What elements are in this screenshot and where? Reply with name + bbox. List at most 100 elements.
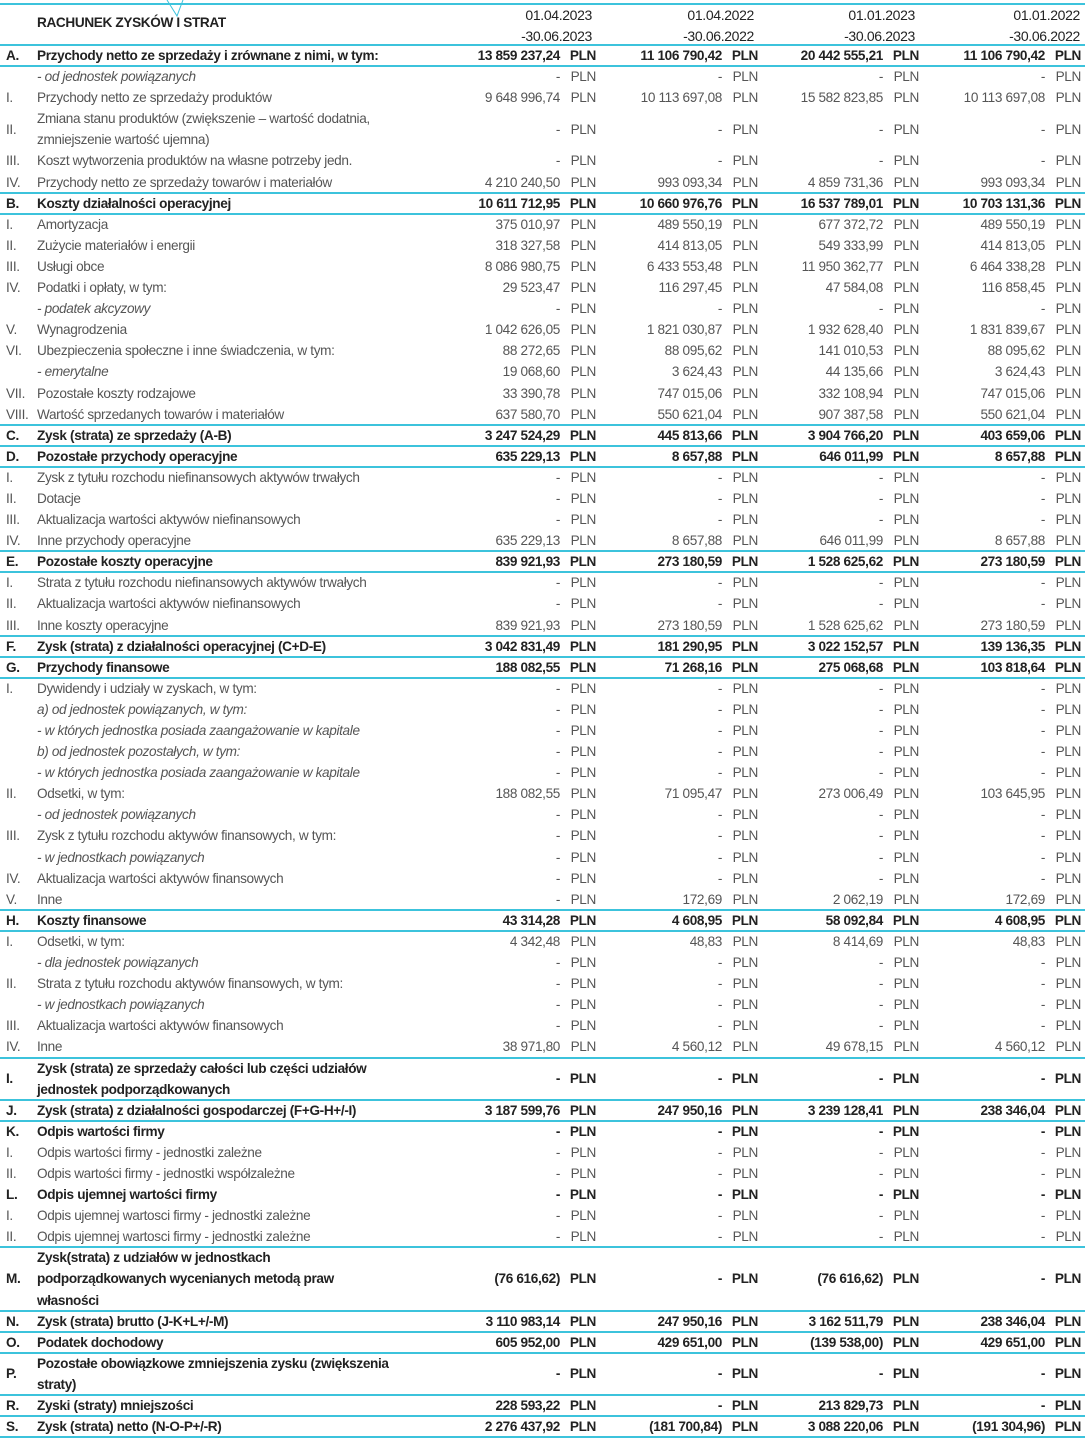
value-cell: 29 523,47 PLN (440, 277, 597, 298)
amount: - (1040, 828, 1046, 844)
value-cell: - PLN (440, 572, 597, 593)
value-cell: - PLN (758, 1068, 920, 1089)
amount: (139 538,00) (810, 1334, 883, 1350)
row-marker: O. (6, 1334, 20, 1350)
currency: PLN (732, 343, 759, 359)
currency: PLN (731, 1071, 758, 1087)
currency: PLN (569, 1071, 596, 1087)
amount: - (1040, 976, 1046, 992)
row-marker: R. (6, 1398, 19, 1414)
currency: PLN (893, 807, 920, 823)
value-cell: - PLN (440, 762, 597, 783)
value-cell: 48,83 PLN (596, 931, 759, 952)
value-cell: 4 608,95 PLN (919, 910, 1081, 931)
value-cell: 247 950,16 PLN (596, 1311, 758, 1332)
currency: PLN (1055, 216, 1082, 232)
amount: (181 700,84) (649, 1419, 722, 1435)
currency: PLN (570, 174, 597, 190)
amount: - (555, 1123, 561, 1139)
row-marker: V. (6, 322, 17, 338)
table-row: II. Dotacje - PLN - PLN - PLN - PLN (0, 488, 1085, 509)
currency: PLN (732, 533, 759, 549)
currency: PLN (732, 322, 759, 338)
value-cell: 43 314,28 PLN (440, 910, 597, 931)
currency: PLN (732, 617, 759, 633)
amount: 8 657,88 (671, 533, 722, 549)
currency: PLN (569, 638, 596, 654)
currency: PLN (570, 575, 597, 591)
row-label: Strata z tytułu rozchodu niefinansowych … (37, 575, 367, 591)
currency: PLN (569, 1398, 596, 1414)
row-label: Odpis wartości firmy - jednostki zależne (37, 1144, 262, 1160)
column-end-date: -30.06.2023 (844, 28, 915, 44)
value-cell: - PLN (440, 509, 597, 530)
currency: PLN (893, 364, 920, 380)
amount: 181 290,95 (657, 638, 722, 654)
currency: PLN (893, 680, 920, 696)
table-row: - od jednostek powiązanych - PLN - PLN - PLN - P… (0, 66, 1085, 87)
row-label: Pozostałe obowiązkowe zmniejszenia zysku… (37, 1355, 389, 1392)
row-label: Ubezpieczenia społeczne i inne świadczen… (37, 343, 335, 359)
currency: PLN (893, 596, 920, 612)
currency: PLN (1055, 121, 1082, 137)
currency: PLN (1055, 870, 1082, 886)
value-cell: 116 297,45 PLN (596, 277, 758, 298)
table-row: II. Zmiana stanu produktów (zwiększenie –… (0, 108, 1085, 150)
column-header-3: 01.01.2023 -30.06.2023 (758, 5, 915, 47)
value-cell: 103 645,95 PLN (919, 783, 1081, 804)
currency: PLN (1055, 933, 1082, 949)
currency: PLN (893, 533, 920, 549)
currency: PLN (1055, 512, 1082, 528)
currency: PLN (893, 849, 920, 865)
row-marker: I. (6, 90, 13, 106)
currency: PLN (1055, 955, 1082, 971)
section-row: E. Pozostałe koszty operacyjne 839 921,93 P… (0, 550, 1085, 574)
row-marker: B. (6, 195, 19, 211)
amount: - (1040, 69, 1046, 85)
amount: - (878, 469, 884, 485)
amount: - (1040, 849, 1046, 865)
currency: PLN (570, 1229, 597, 1245)
value-cell: 10 113 697,08 PLN (919, 87, 1082, 108)
currency: PLN (1054, 554, 1081, 570)
amount: - (1040, 575, 1046, 591)
currency: PLN (570, 490, 597, 506)
row-marker: III. (6, 828, 20, 844)
amount: - (555, 575, 561, 591)
currency: PLN (570, 343, 597, 359)
row-label: - dla jednostek powiązanych (37, 955, 199, 971)
value-cell: 3 624,43 PLN (596, 361, 758, 382)
row-label: Amortyzacja (37, 216, 108, 232)
amount: 8 657,88 (994, 448, 1045, 464)
value-cell: 1 528 625,62 PLN (758, 551, 920, 572)
value-cell: - PLN (596, 1363, 759, 1384)
currency: PLN (732, 765, 759, 781)
amount: 332 108,94 (818, 385, 883, 401)
currency: PLN (1055, 765, 1082, 781)
row-label: Zyski (straty) mniejszości (37, 1398, 194, 1414)
amount: 273 180,59 (980, 617, 1045, 633)
amount: 3 187 599,76 (484, 1102, 561, 1118)
value-cell: - PLN (440, 298, 597, 319)
row-label: b) od jednostek pozostałych, w tym: (37, 744, 241, 760)
currency: PLN (570, 322, 597, 338)
amount: - (555, 807, 561, 823)
amount: 29 523,47 (502, 280, 561, 296)
currency: PLN (570, 997, 597, 1013)
value-cell: - PLN (919, 1163, 1082, 1184)
value-cell: 1 831 839,67 PLN (919, 319, 1082, 340)
section-row: I. Zysk (strata) ze sprzedaży całości lub… (0, 1056, 1085, 1101)
value-cell: - PLN (758, 994, 920, 1015)
currency: PLN (570, 90, 597, 106)
value-cell: - PLN (758, 973, 920, 994)
currency: PLN (732, 153, 759, 169)
row-label: Koszt wytworzenia produktów na własne po… (37, 153, 353, 169)
value-cell: - PLN (919, 150, 1082, 171)
currency: PLN (570, 237, 597, 253)
amount: - (717, 765, 723, 781)
amount: - (878, 765, 884, 781)
amount: 88 095,62 (664, 343, 723, 359)
amount: - (717, 870, 723, 886)
currency: PLN (570, 723, 597, 738)
amount: - (878, 69, 884, 85)
